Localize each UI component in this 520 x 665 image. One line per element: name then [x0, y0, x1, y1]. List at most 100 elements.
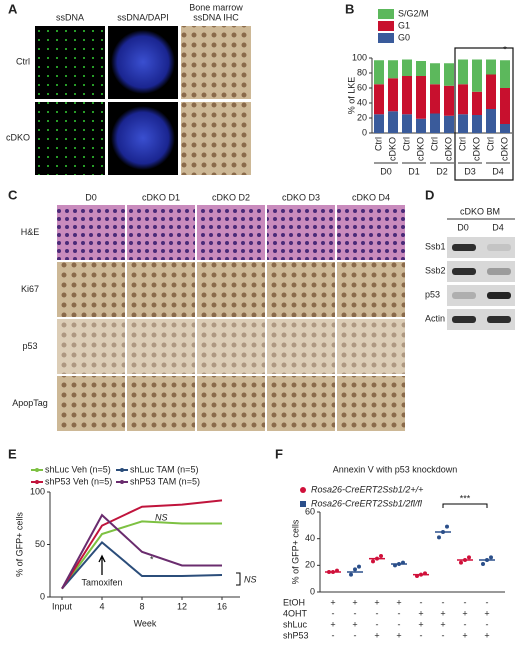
column-title: cDKO D1 — [142, 192, 180, 202]
data-point — [349, 572, 353, 577]
bar-segment — [458, 59, 468, 85]
blot — [447, 261, 515, 282]
condition-sign: - — [376, 619, 379, 629]
bar-segment — [472, 91, 482, 115]
bar-segment — [472, 59, 482, 92]
y-tick-label: 0 — [310, 586, 315, 596]
panel-label: D — [425, 187, 434, 202]
condition-sign: + — [418, 608, 423, 618]
condition-sign: + — [462, 608, 467, 618]
micrograph — [267, 262, 335, 317]
condition-sign: + — [396, 630, 401, 640]
x-axis-label: Week — [134, 618, 157, 628]
panel-label: A — [8, 1, 18, 16]
bracket — [236, 572, 241, 586]
condition-sign: + — [462, 630, 467, 640]
column-title: D0 — [85, 192, 97, 202]
condition-sign: - — [464, 597, 467, 607]
condition-sign: + — [374, 630, 379, 640]
series-line — [61, 499, 223, 590]
bar-segment — [486, 59, 496, 75]
data-point — [489, 555, 493, 560]
condition-sign: + — [440, 619, 445, 629]
bar-segment — [416, 76, 426, 119]
x-tick-label: cDKO — [443, 137, 453, 161]
data-point — [459, 560, 463, 565]
group-label: D2 — [436, 166, 448, 176]
row-label: Ki67 — [21, 284, 39, 294]
column-title: cDKO D2 — [212, 192, 250, 202]
legend-marker — [35, 480, 39, 484]
bar-segment — [388, 78, 398, 112]
data-point — [467, 555, 471, 560]
panel-label: C — [8, 187, 18, 202]
bar-segment — [486, 109, 496, 133]
micrograph — [197, 262, 265, 317]
x-tick-label: cDKO — [387, 137, 397, 161]
blot — [447, 237, 515, 258]
band — [487, 316, 511, 323]
group-label: D0 — [380, 166, 392, 176]
legend-label: shP53 Veh (n=5) — [45, 476, 112, 486]
condition-sign: + — [330, 619, 335, 629]
x-tick-label: cDKO — [415, 137, 425, 161]
annotation: Tamoxifen — [81, 577, 122, 587]
blot — [447, 309, 515, 330]
bar-segment — [402, 59, 412, 76]
series-line — [61, 541, 223, 590]
group-label: D4 — [492, 166, 504, 176]
bar-segment — [402, 76, 412, 115]
nucleus — [111, 30, 175, 94]
panel-label: E — [8, 446, 17, 461]
micrograph — [337, 262, 405, 317]
row-label: H&E — [21, 227, 40, 237]
bar-segment — [500, 124, 510, 133]
bar-segment — [416, 61, 426, 76]
condition-sign: - — [442, 630, 445, 640]
micrograph — [127, 319, 195, 374]
band — [452, 292, 476, 299]
condition-sign: - — [332, 630, 335, 640]
data-point — [437, 535, 441, 540]
micrograph — [267, 319, 335, 374]
bar-segment — [444, 85, 454, 116]
bar-segment — [416, 118, 426, 133]
data-point — [379, 554, 383, 558]
condition-sign: + — [396, 597, 401, 607]
condition-sign: - — [398, 608, 401, 618]
micrograph — [35, 26, 105, 99]
row-label: Actin — [425, 313, 445, 323]
micrograph — [181, 26, 251, 99]
legend-label: shLuc Veh (n=5) — [45, 464, 111, 474]
condition-sign: + — [418, 619, 423, 629]
band — [487, 268, 511, 275]
micrograph — [267, 376, 335, 431]
highlight-box — [454, 47, 514, 181]
bar-segment — [500, 60, 510, 88]
condition-sign: - — [442, 597, 445, 607]
annotation: NS — [244, 574, 257, 584]
row-label: Ctrl — [16, 56, 30, 66]
condition-label: shP53 — [283, 630, 309, 640]
column-title: Bone marrow — [189, 2, 243, 12]
bar-segment — [486, 74, 496, 109]
y-tick-label: 50 — [35, 539, 45, 549]
row-label: p53 — [22, 341, 37, 351]
y-tick-label: 20 — [305, 560, 315, 570]
legend-marker — [300, 501, 306, 507]
group-label: D1 — [408, 166, 420, 176]
row-label: ApopTag — [12, 398, 48, 408]
row-label: Ssb2 — [425, 265, 446, 275]
column-title: ssDNA IHC — [193, 12, 239, 22]
band — [487, 244, 511, 251]
arrow — [98, 554, 106, 575]
legend-marker — [120, 468, 124, 472]
band — [452, 268, 476, 275]
y-tick-label: 40 — [357, 97, 367, 107]
band — [452, 244, 476, 251]
bracket — [442, 503, 488, 508]
legend-swatch — [378, 9, 394, 19]
bar-segment — [458, 114, 468, 133]
micrograph — [267, 205, 335, 260]
legend-label: shP53 TAM (n=5) — [130, 476, 200, 486]
